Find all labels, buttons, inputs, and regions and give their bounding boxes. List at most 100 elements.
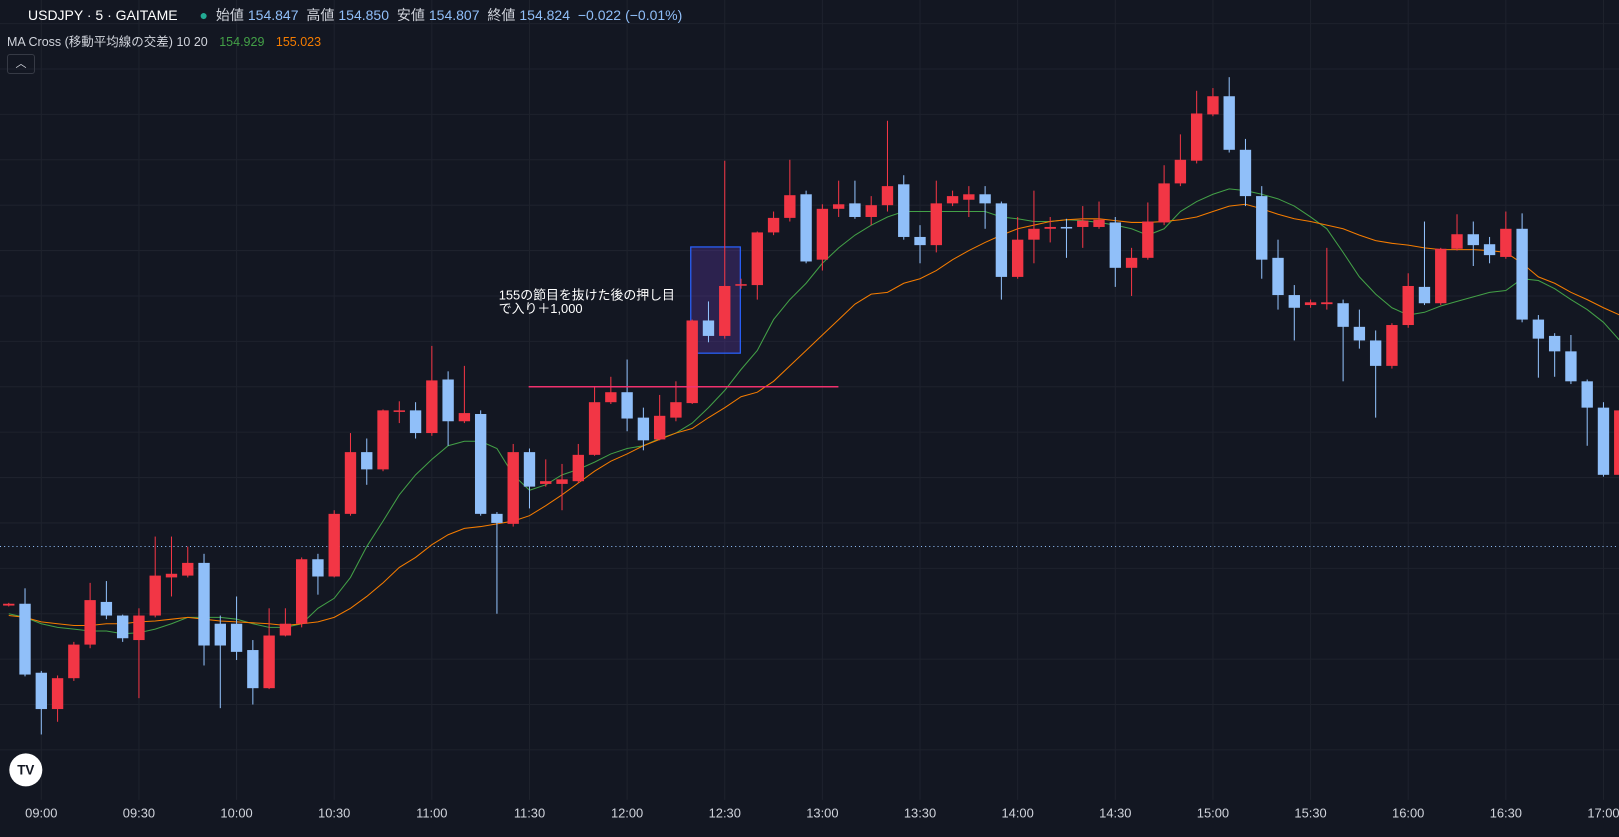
candle-body xyxy=(898,184,910,237)
logo[interactable] xyxy=(9,753,43,787)
candle-body xyxy=(426,380,438,434)
candle-body xyxy=(1386,325,1398,366)
indicator-legend[interactable]: MA Cross (移動平均線の交差) 10 20 154.929 155.02… xyxy=(7,31,329,50)
candle-body xyxy=(1272,257,1284,296)
candle-body xyxy=(1435,248,1447,304)
candle-body xyxy=(1304,302,1317,306)
candle-body xyxy=(393,410,405,412)
x-tick-label: 14:30 xyxy=(1099,806,1131,821)
candle-body xyxy=(995,203,1008,277)
candle-body xyxy=(1109,222,1121,268)
candle-body xyxy=(263,635,275,689)
x-tick-label: 15:00 xyxy=(1197,806,1229,821)
candle-body xyxy=(198,562,210,646)
x-tick-label: 14:00 xyxy=(1002,806,1034,821)
candle-body xyxy=(1125,257,1138,268)
candle-body xyxy=(1288,295,1300,308)
candle-body xyxy=(1174,159,1187,184)
indicator-value: 154.929 xyxy=(219,35,265,49)
candle-body xyxy=(865,205,877,217)
x-tick-label: 12:00 xyxy=(611,806,643,821)
x-tick-label: 11:00 xyxy=(416,806,447,821)
candle-body xyxy=(1060,226,1073,229)
candle-body xyxy=(930,203,942,246)
candle-body xyxy=(1256,196,1268,260)
x-tick-label: 16:00 xyxy=(1392,806,1424,821)
candle-body xyxy=(214,623,226,646)
candle-body xyxy=(1565,351,1577,382)
candle-body xyxy=(1402,285,1414,326)
candle-body xyxy=(279,623,292,636)
candle-body xyxy=(849,203,861,217)
x-tick-label: 10:30 xyxy=(318,806,350,821)
candle-body xyxy=(1093,219,1105,227)
candle-body xyxy=(474,413,487,514)
candle-body xyxy=(556,479,568,484)
status-dot: ● xyxy=(199,7,208,23)
x-tick-label: 10:00 xyxy=(220,806,252,821)
candle-body xyxy=(1500,228,1512,257)
label: 終値 xyxy=(487,7,516,23)
candle-body xyxy=(1467,234,1479,246)
annotation-text: で入り＋1,000 xyxy=(499,301,583,316)
x-tick-label: 15:30 xyxy=(1294,806,1326,821)
ma-line xyxy=(8,188,1619,635)
x-tick-label: 13:00 xyxy=(806,806,838,821)
indicator-value: 155.023 xyxy=(275,35,322,49)
x-tick-label: 13:30 xyxy=(904,806,936,821)
candle-body xyxy=(1028,228,1040,240)
candle-body xyxy=(588,402,601,455)
candle-body xyxy=(1532,319,1545,339)
x-tick-label: 17:00 xyxy=(1587,806,1619,821)
label: 安値 xyxy=(396,7,425,23)
collapse-button[interactable]: ︿ xyxy=(7,54,35,74)
indicator-name: MA Cross (移動平均線の交差) 10 20 xyxy=(7,35,208,49)
candle-body xyxy=(1158,183,1170,223)
candle-body xyxy=(1483,244,1496,256)
candle-body xyxy=(442,379,454,422)
candle-body xyxy=(458,413,471,422)
logo-mark: TV xyxy=(17,762,34,777)
candle-body xyxy=(1614,410,1619,475)
candle-body xyxy=(540,481,552,484)
candle-body xyxy=(1337,303,1349,327)
symbol[interactable]: USDJPY · 5 · GAITAME xyxy=(28,7,178,23)
candle-body xyxy=(409,410,422,434)
candle-body xyxy=(51,678,64,710)
candle-body xyxy=(100,601,113,616)
candle-body xyxy=(914,236,926,246)
candle-body xyxy=(165,573,178,578)
ma-line xyxy=(8,203,1619,627)
candle-body xyxy=(84,600,96,645)
candle-body xyxy=(523,452,536,487)
candle-body xyxy=(686,320,698,404)
candle-body xyxy=(963,194,975,200)
candle-body xyxy=(572,454,584,482)
candle-body xyxy=(1321,302,1333,305)
candle-body xyxy=(637,417,650,441)
candle-body xyxy=(800,194,812,262)
x-tick-label: 16:30 xyxy=(1490,806,1522,821)
candle-body xyxy=(1548,335,1561,352)
candle-body xyxy=(1239,149,1252,197)
candle-body xyxy=(1011,239,1024,277)
value: 154.847 xyxy=(247,7,299,23)
change: −0.022 xyxy=(577,7,622,23)
candle-body xyxy=(881,186,894,206)
label: 始値 xyxy=(215,7,244,23)
annotation-box xyxy=(690,246,741,354)
candle-body xyxy=(751,232,763,286)
candle-body xyxy=(133,615,145,641)
candle-body xyxy=(507,452,519,524)
candle-body xyxy=(1190,113,1203,161)
candle-body xyxy=(491,513,503,523)
candle-body xyxy=(182,562,194,576)
candle-body xyxy=(35,672,47,710)
candle-body xyxy=(832,204,845,209)
candle-body xyxy=(1581,381,1593,408)
candle-body xyxy=(149,575,161,616)
candle-body xyxy=(1597,407,1610,475)
candle-body xyxy=(3,603,15,606)
candle-body xyxy=(605,392,617,403)
